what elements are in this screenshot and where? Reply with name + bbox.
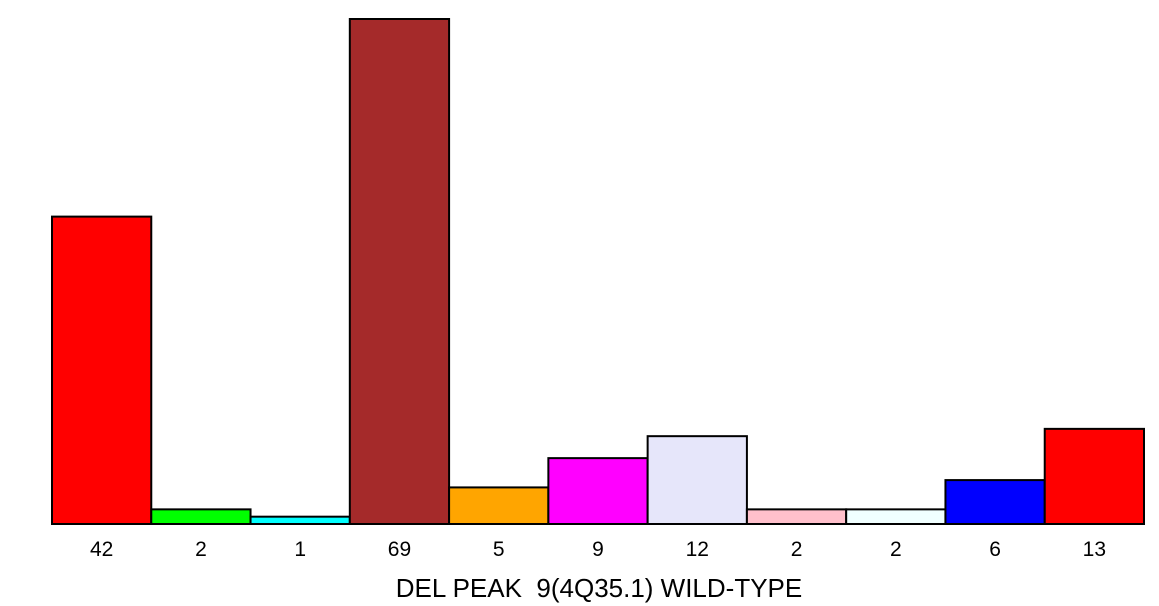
x-tick-label-1: 42: [90, 538, 113, 561]
bar-2: [150, 508, 252, 525]
x-tick-label-7: 12: [686, 538, 709, 561]
x-tick-label-9: 2: [890, 538, 902, 561]
x-tick-label-11: 13: [1083, 538, 1106, 561]
x-tick-label-8: 2: [791, 538, 803, 561]
bar-5: [448, 486, 550, 526]
x-tick-label-6: 9: [592, 538, 604, 561]
x-tick-label-3: 1: [294, 538, 306, 561]
x-tick-label-5: 5: [493, 538, 505, 561]
bar-4: [348, 18, 451, 525]
bar-9: [845, 508, 947, 525]
x-tick-label-4: 69: [388, 538, 411, 561]
bar-7: [646, 435, 748, 526]
bars-group: [51, 18, 1145, 526]
x-tick-label-2: 2: [195, 538, 207, 561]
bar-1: [51, 215, 153, 526]
bar-10: [944, 479, 1046, 525]
bar-8: [745, 508, 848, 525]
bar-11: [1043, 427, 1145, 525]
x-axis-title: DEL PEAK 9(4Q35.1) WILD-TYPE: [396, 573, 803, 603]
x-tick-label-10: 6: [989, 538, 1001, 561]
bar-6: [547, 457, 649, 526]
bar-3: [249, 515, 351, 525]
tick-labels-group: 42 2 1 69 5 9 12 2 2 6 13: [90, 538, 1106, 561]
